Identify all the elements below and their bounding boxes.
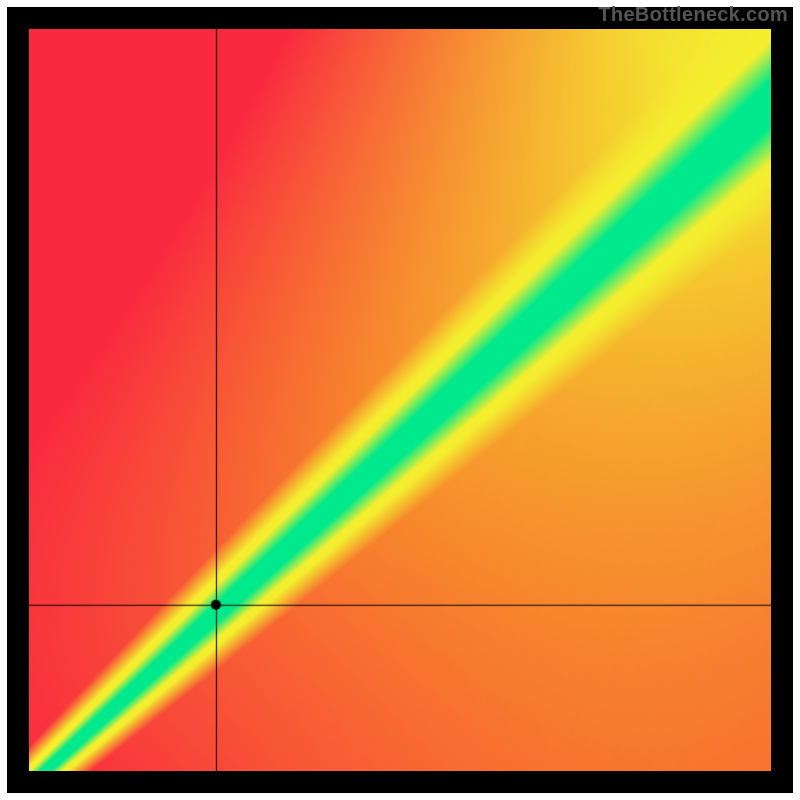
plot-border-right bbox=[771, 7, 793, 793]
crosshair-overlay bbox=[29, 29, 771, 771]
plot-border-bottom bbox=[7, 771, 793, 793]
watermark-text: TheBottleneck.com bbox=[598, 4, 788, 27]
plot-border-left bbox=[7, 7, 29, 793]
chart-container: TheBottleneck.com bbox=[0, 0, 800, 800]
